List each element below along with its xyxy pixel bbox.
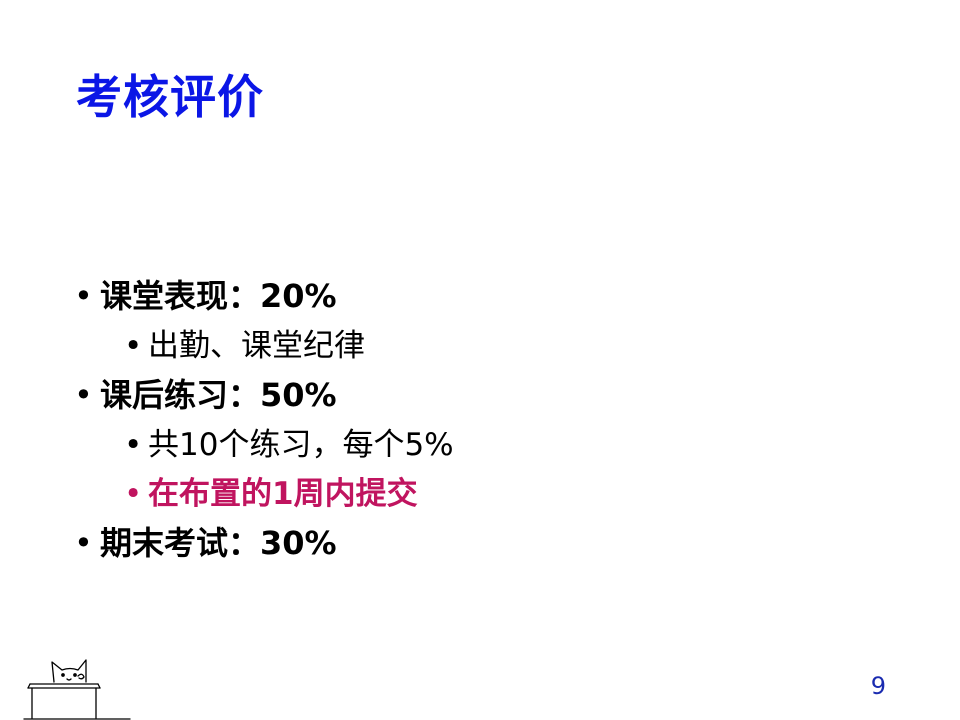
- sub-bullet-exercise-count: • 共10个练习，每个5%: [74, 423, 894, 472]
- bullet-text: 共10个练习，每个5%: [148, 427, 454, 463]
- bullet-dot: •: [124, 427, 143, 463]
- bullet-text: 出勤、课堂纪律: [148, 328, 365, 364]
- slide-title: 考核评价: [76, 70, 264, 124]
- sub-bullet-deadline: • 在布置的1周内提交: [74, 472, 894, 521]
- cat-at-desk-doodle-icon: [23, 659, 131, 720]
- bullet-text: 课堂表现：20%: [100, 277, 337, 315]
- bullet-dot: •: [74, 524, 93, 562]
- bullet-dot: •: [74, 277, 93, 315]
- bullet-item-homework: • 课后练习：50%: [74, 373, 894, 423]
- bullet-text: 课后练习：50%: [100, 376, 337, 414]
- bullet-dot: •: [74, 376, 93, 414]
- bullet-text: 在布置的1周内提交: [148, 476, 418, 512]
- bullet-dot: •: [124, 476, 143, 512]
- bullet-text: 期末考试：30%: [100, 524, 337, 562]
- bullet-item-final-exam: • 期末考试：30%: [74, 521, 894, 571]
- bullet-item-classroom: • 课堂表现：20%: [74, 274, 894, 324]
- bullet-dot: •: [124, 328, 143, 364]
- sub-bullet-attendance: • 出勤、课堂纪律: [74, 324, 894, 373]
- bullet-list: • 课堂表现：20% • 出勤、课堂纪律 • 课后练习：50% • 共10个练习…: [74, 274, 894, 571]
- page-number: 9: [870, 672, 886, 700]
